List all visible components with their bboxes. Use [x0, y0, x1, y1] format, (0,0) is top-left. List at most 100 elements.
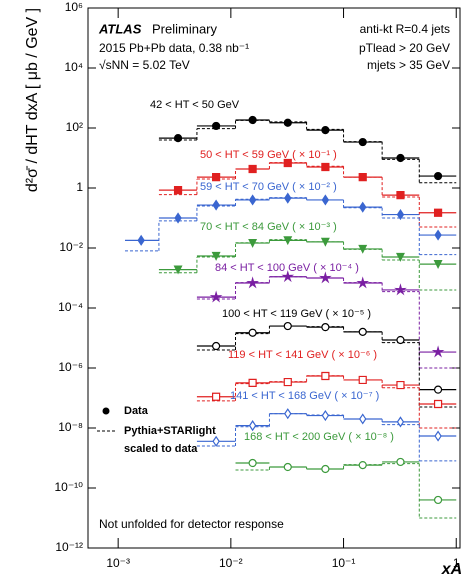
data-point: [212, 392, 221, 401]
legend-label: Data: [124, 405, 149, 417]
data-point: [248, 238, 258, 248]
data-point: [173, 186, 183, 195]
data-point: [212, 121, 221, 131]
data-point: [321, 409, 330, 422]
data-point: [394, 283, 407, 296]
data-point: [283, 118, 292, 127]
data-point: [283, 321, 292, 331]
data-point: [433, 495, 443, 505]
data-point: [248, 164, 257, 174]
data-point: [396, 335, 405, 345]
y-axis-label: d²σ̄ / dHT dxA [ μb / GeV ]: [24, 8, 41, 192]
data-point: [248, 378, 257, 387]
data-point: [248, 458, 257, 468]
data-point: [396, 416, 405, 428]
data-point: [359, 413, 367, 425]
data-point: [396, 380, 405, 390]
series-label: 84 < HT < 100 GeV ( × 10⁻⁴ ): [215, 262, 359, 274]
data-point: [212, 199, 220, 211]
data-point: [281, 270, 295, 283]
legend-marker: [102, 407, 110, 415]
data-point: [434, 430, 442, 442]
data-point: [321, 162, 330, 172]
plot-frame: [87, 7, 461, 549]
data-point: [212, 341, 221, 351]
experiment: ATLAS: [98, 21, 142, 36]
data-point: [248, 420, 257, 432]
y-tick-label: 10⁻⁶: [58, 360, 83, 374]
data-point: [248, 194, 257, 206]
data-point: [433, 385, 443, 394]
data-point: [433, 171, 443, 181]
data-point: [284, 192, 292, 204]
data-point: [358, 173, 367, 182]
data-point: [283, 158, 292, 168]
data-point: [284, 408, 292, 420]
x-tick-label: 10⁻³: [106, 556, 130, 570]
jet-definition: anti-kt R=0.4 jets: [360, 22, 450, 36]
data-point: [320, 237, 330, 247]
data-point: [358, 137, 367, 147]
series-label: 42 < HT < 50 GeV: [150, 99, 240, 111]
data-point: [137, 234, 145, 246]
y-tick-label: 10⁻⁴: [58, 300, 83, 314]
data-point: [434, 229, 442, 241]
series-label: 141 < HT < 168 GeV ( × 10⁻⁷ ): [230, 390, 379, 402]
data-point: [211, 251, 221, 261]
note: Not unfolded for detector response: [99, 517, 284, 531]
data-point: [395, 252, 405, 262]
x-axis-label: xA: [441, 561, 462, 578]
x-tick-label: 1: [453, 556, 460, 570]
legend-label: Pythia+STARlight: [124, 425, 216, 437]
data-point: [246, 276, 259, 289]
data-point: [396, 190, 405, 200]
data-point: [433, 260, 443, 269]
y-tick-label: 10⁴: [64, 60, 83, 74]
data-point: [321, 464, 330, 474]
data-point: [358, 327, 367, 336]
data-point: [283, 462, 292, 472]
data-point: [433, 208, 443, 217]
data-point: [358, 244, 368, 254]
series-label: 50 < HT < 59 GeV ( × 10⁻¹ ): [200, 149, 337, 161]
mass-cut: mjets > 35 GeV: [367, 58, 450, 72]
energy: √sNN = 5.02 TeV: [99, 58, 190, 72]
data-point: [358, 375, 367, 385]
data-point: [321, 323, 330, 332]
data-point: [396, 209, 405, 221]
data-point: [433, 399, 443, 409]
x-tick-label: 10⁻²: [219, 556, 243, 570]
data-point: [359, 201, 367, 213]
data-point: [283, 236, 293, 246]
data-point: [321, 126, 330, 135]
data-point: [174, 212, 182, 224]
legend-label: scaled to data: [124, 443, 198, 455]
series-label: 70 < HT < 84 GeV ( × 10⁻³ ): [200, 221, 337, 233]
data-point: [248, 115, 257, 125]
data-point: [319, 271, 332, 284]
x-tick-label: 10⁻¹: [332, 556, 356, 570]
data-point: [396, 457, 405, 467]
y-tick-label: 10⁻¹²: [55, 540, 83, 554]
y-tick-label: 1: [76, 180, 83, 194]
data-point: [173, 134, 183, 143]
data-point: [212, 435, 220, 447]
y-tick-label: 10⁶: [65, 0, 83, 14]
y-tick-label: 10⁻¹⁰: [55, 480, 84, 494]
status: Preliminary: [152, 21, 218, 36]
data-point: [248, 328, 257, 337]
data-point: [283, 377, 292, 387]
data-point: [209, 290, 223, 303]
series-label: 119 < HT < 141 GeV ( × 10⁻⁶ ): [228, 349, 377, 361]
series-label: 59 < HT < 70 GeV ( × 10⁻² ): [200, 181, 337, 193]
y-tick-label: 10⁻²: [59, 240, 83, 254]
y-tick-label: 10⁻⁸: [58, 420, 83, 434]
data-point: [321, 194, 330, 206]
data-point: [431, 345, 445, 358]
dataset: 2015 Pb+Pb data, 0.38 nb⁻¹: [99, 41, 249, 55]
y-tick-label: 10²: [66, 120, 83, 134]
pt-cut: pTlead > 20 GeV: [359, 41, 450, 55]
data-point: [173, 265, 183, 275]
data-point: [356, 276, 370, 289]
